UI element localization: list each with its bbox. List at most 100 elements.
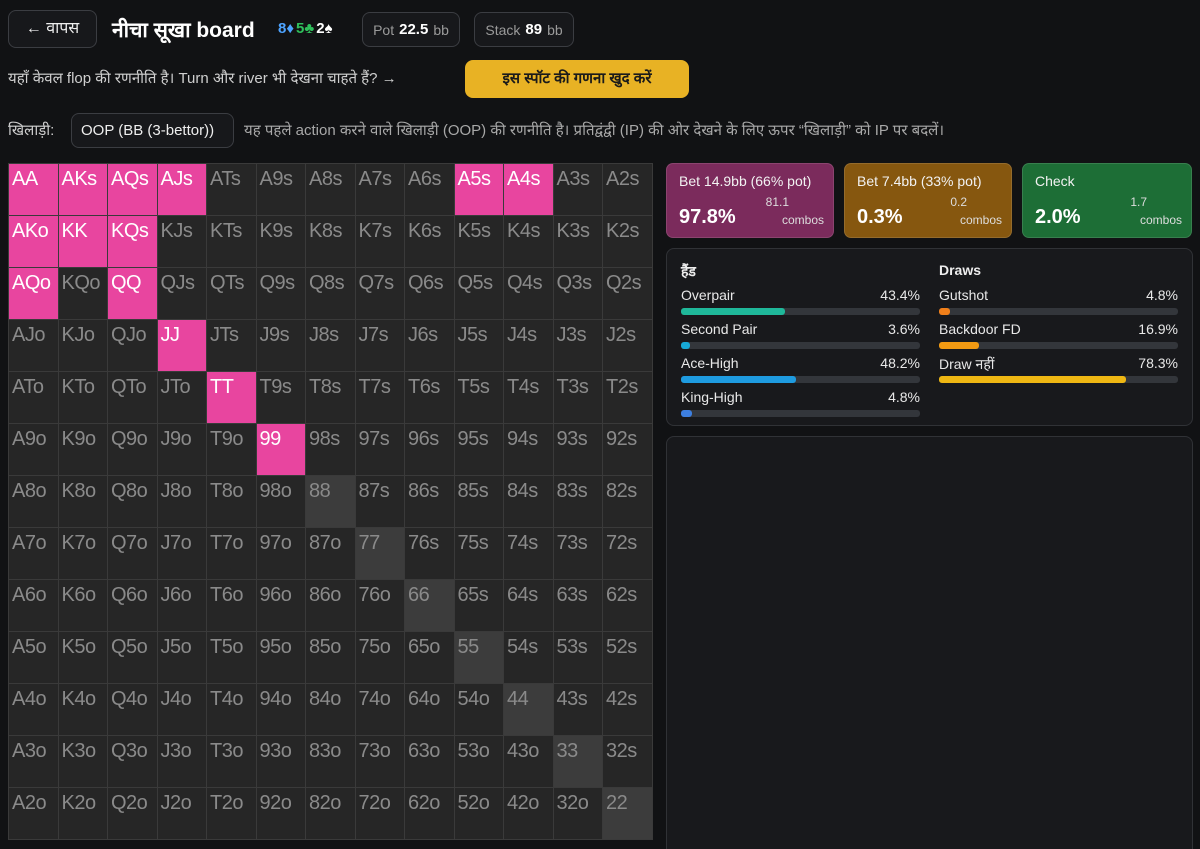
solve-button[interactable]: इस स्पॉट की गणना खुद करें xyxy=(465,60,689,98)
hand-cell[interactable]: 83s xyxy=(553,476,602,527)
back-button[interactable]: ← वापस xyxy=(8,10,97,48)
hand-cell[interactable]: K6o xyxy=(58,580,107,631)
hand-cell[interactable]: J8s xyxy=(306,320,355,371)
hand-cell[interactable]: T5s xyxy=(454,372,503,423)
hand-cell[interactable]: 32o xyxy=(553,788,602,839)
hand-cell[interactable]: A4s xyxy=(504,164,553,215)
hand-cell[interactable]: Q6o xyxy=(108,580,157,631)
hand-cell[interactable]: KK xyxy=(58,216,107,267)
hand-cell[interactable]: 93s xyxy=(553,424,602,475)
hand-cell[interactable]: A2o xyxy=(9,788,58,839)
hand-cell[interactable]: TT xyxy=(207,372,256,423)
hand-cell[interactable]: 95o xyxy=(256,632,305,683)
hand-cell[interactable]: AJs xyxy=(157,164,206,215)
hand-cell[interactable]: 42s xyxy=(603,684,652,735)
hand-cell[interactable]: J7s xyxy=(355,320,404,371)
hand-cell[interactable]: Q8s xyxy=(306,268,355,319)
hand-cell[interactable]: 83o xyxy=(306,736,355,787)
hand-cell[interactable]: T7s xyxy=(355,372,404,423)
hand-cell[interactable]: 64o xyxy=(405,684,454,735)
hand-cell[interactable]: K7o xyxy=(58,528,107,579)
hand-cell[interactable]: T8o xyxy=(207,476,256,527)
hand-cell[interactable]: T4s xyxy=(504,372,553,423)
hand-cell[interactable]: 62o xyxy=(405,788,454,839)
hand-cell[interactable]: K8o xyxy=(58,476,107,527)
hand-cell[interactable]: Q5s xyxy=(454,268,503,319)
hand-cell[interactable]: 33 xyxy=(553,736,602,787)
hand-cell[interactable]: T2o xyxy=(207,788,256,839)
hand-cell[interactable]: T3o xyxy=(207,736,256,787)
hand-cell[interactable]: T4o xyxy=(207,684,256,735)
hand-cell[interactable]: 87s xyxy=(355,476,404,527)
hand-cell[interactable]: Q3o xyxy=(108,736,157,787)
hand-cell[interactable]: T5o xyxy=(207,632,256,683)
hand-cell[interactable]: AA xyxy=(9,164,58,215)
hand-cell[interactable]: 65s xyxy=(454,580,503,631)
hand-cell[interactable]: 76o xyxy=(355,580,404,631)
hand-cell[interactable]: KTo xyxy=(58,372,107,423)
hand-cell[interactable]: K5o xyxy=(58,632,107,683)
hand-cell[interactable]: AQo xyxy=(9,268,58,319)
hand-cell[interactable]: 84s xyxy=(504,476,553,527)
hand-cell[interactable]: 54s xyxy=(504,632,553,683)
hand-cell[interactable]: 62s xyxy=(603,580,652,631)
hand-cell[interactable]: 76s xyxy=(405,528,454,579)
hand-cell[interactable]: 74o xyxy=(355,684,404,735)
hand-cell[interactable]: 64s xyxy=(504,580,553,631)
hand-cell[interactable]: 97o xyxy=(256,528,305,579)
hand-cell[interactable]: J5o xyxy=(157,632,206,683)
hand-cell[interactable]: ATo xyxy=(9,372,58,423)
hand-cell[interactable]: A3o xyxy=(9,736,58,787)
hand-cell[interactable]: 74s xyxy=(504,528,553,579)
hand-cell[interactable]: J4o xyxy=(157,684,206,735)
hand-cell[interactable]: Q6s xyxy=(405,268,454,319)
hand-cell[interactable]: Q7s xyxy=(355,268,404,319)
hand-cell[interactable]: K7s xyxy=(355,216,404,267)
hand-cell[interactable]: Q9s xyxy=(256,268,305,319)
hand-cell[interactable]: A7o xyxy=(9,528,58,579)
hand-cell[interactable]: 53o xyxy=(454,736,503,787)
hand-cell[interactable]: 92o xyxy=(256,788,305,839)
hand-cell[interactable]: Q5o xyxy=(108,632,157,683)
hand-cell[interactable]: 32s xyxy=(603,736,652,787)
hand-cell[interactable]: Q4o xyxy=(108,684,157,735)
hand-cell[interactable]: A6s xyxy=(405,164,454,215)
hand-cell[interactable]: T9s xyxy=(256,372,305,423)
hand-cell[interactable]: Q2s xyxy=(603,268,652,319)
hand-cell[interactable]: 94o xyxy=(256,684,305,735)
hand-cell[interactable]: 92s xyxy=(603,424,652,475)
hand-cell[interactable]: ATs xyxy=(207,164,256,215)
hand-cell[interactable]: 86s xyxy=(405,476,454,527)
hand-cell[interactable]: J2o xyxy=(157,788,206,839)
hand-cell[interactable]: KQs xyxy=(108,216,157,267)
hand-cell[interactable]: J3s xyxy=(553,320,602,371)
hand-cell[interactable]: 75s xyxy=(454,528,503,579)
hand-cell[interactable]: A5o xyxy=(9,632,58,683)
hand-cell[interactable]: 98o xyxy=(256,476,305,527)
hand-cell[interactable]: 72s xyxy=(603,528,652,579)
hand-cell[interactable]: 87o xyxy=(306,528,355,579)
hand-cell[interactable]: QTo xyxy=(108,372,157,423)
hand-cell[interactable]: A5s xyxy=(454,164,503,215)
hand-cell[interactable]: J6o xyxy=(157,580,206,631)
hand-cell[interactable]: 43o xyxy=(504,736,553,787)
hand-cell[interactable]: 44 xyxy=(504,684,553,735)
hand-cell[interactable]: AQs xyxy=(108,164,157,215)
hand-cell[interactable]: Q2o xyxy=(108,788,157,839)
hand-cell[interactable]: J3o xyxy=(157,736,206,787)
hand-cell[interactable]: AKo xyxy=(9,216,58,267)
hand-cell[interactable]: J5s xyxy=(454,320,503,371)
hand-cell[interactable]: 96s xyxy=(405,424,454,475)
hand-cell[interactable]: J8o xyxy=(157,476,206,527)
hand-cell[interactable]: QJs xyxy=(157,268,206,319)
hand-cell[interactable]: 84o xyxy=(306,684,355,735)
hand-cell[interactable]: 73o xyxy=(355,736,404,787)
hand-cell[interactable]: KJo xyxy=(58,320,107,371)
hand-cell[interactable]: 52o xyxy=(454,788,503,839)
hand-cell[interactable]: JJ xyxy=(157,320,206,371)
hand-cell[interactable]: AKs xyxy=(58,164,107,215)
hand-cell[interactable]: 82o xyxy=(306,788,355,839)
hand-cell[interactable]: T9o xyxy=(207,424,256,475)
hand-cell[interactable]: K2s xyxy=(603,216,652,267)
hand-cell[interactable]: KTs xyxy=(207,216,256,267)
